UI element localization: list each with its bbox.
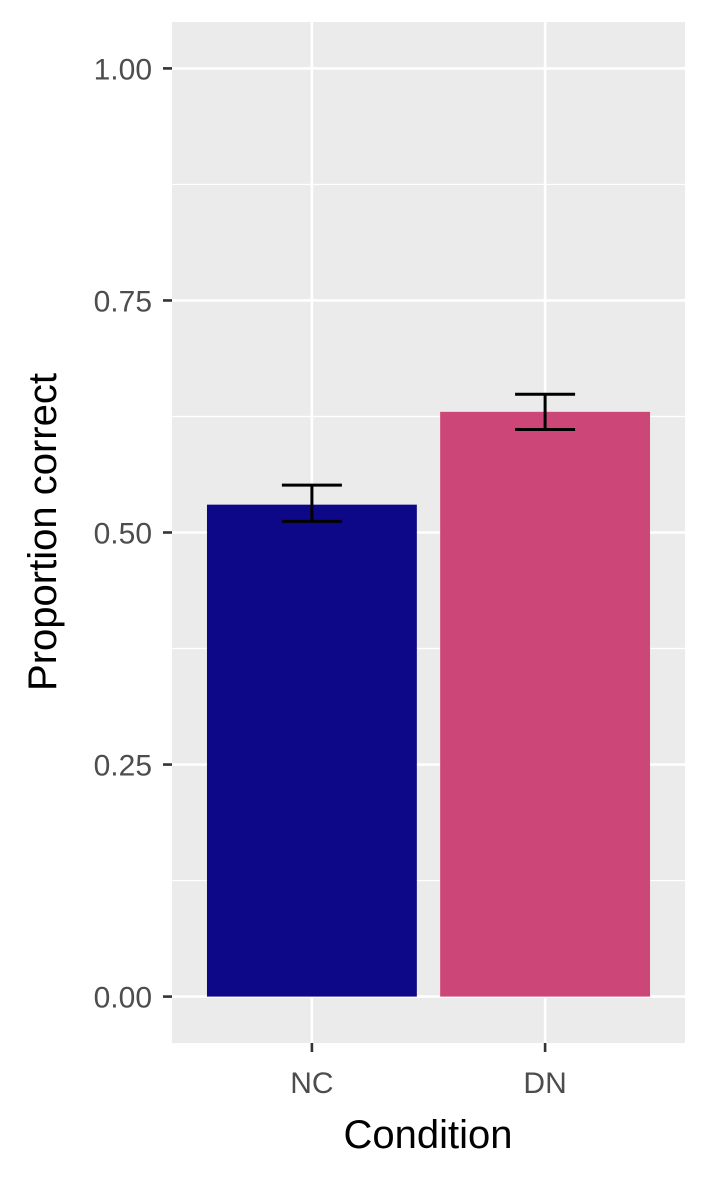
- bar-nc: [206, 504, 417, 997]
- y-axis-title: Proportion correct: [21, 373, 65, 691]
- x-tick-label: DN: [523, 1067, 566, 1100]
- x-tick-label: NC: [290, 1067, 333, 1100]
- bar-dn: [440, 411, 651, 997]
- y-tick-label: 0.50: [94, 518, 152, 551]
- y-tick-label: 0.00: [94, 982, 152, 1015]
- error-bar-dn: [515, 392, 576, 431]
- bars: [206, 411, 651, 997]
- y-tick-label: 1.00: [94, 53, 152, 86]
- y-tick-label: 0.25: [94, 750, 152, 783]
- y-axis: 0.00 0.25 0.50 0.75 1.00: [94, 53, 172, 1015]
- x-axis-title: Condition: [343, 1113, 512, 1157]
- error-bar-nc: [281, 483, 342, 523]
- error-bars: [281, 392, 576, 523]
- y-tick-label: 0.75: [94, 285, 152, 318]
- x-axis: NC DN: [290, 1043, 567, 1100]
